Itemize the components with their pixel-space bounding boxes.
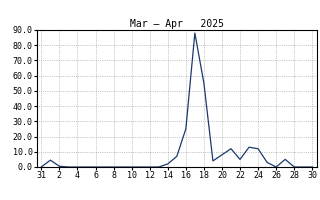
Title: Mar – Apr   2025: Mar – Apr 2025: [130, 19, 224, 29]
Text: Rain Rate (mm/hr): Rain Rate (mm/hr): [96, 5, 224, 18]
